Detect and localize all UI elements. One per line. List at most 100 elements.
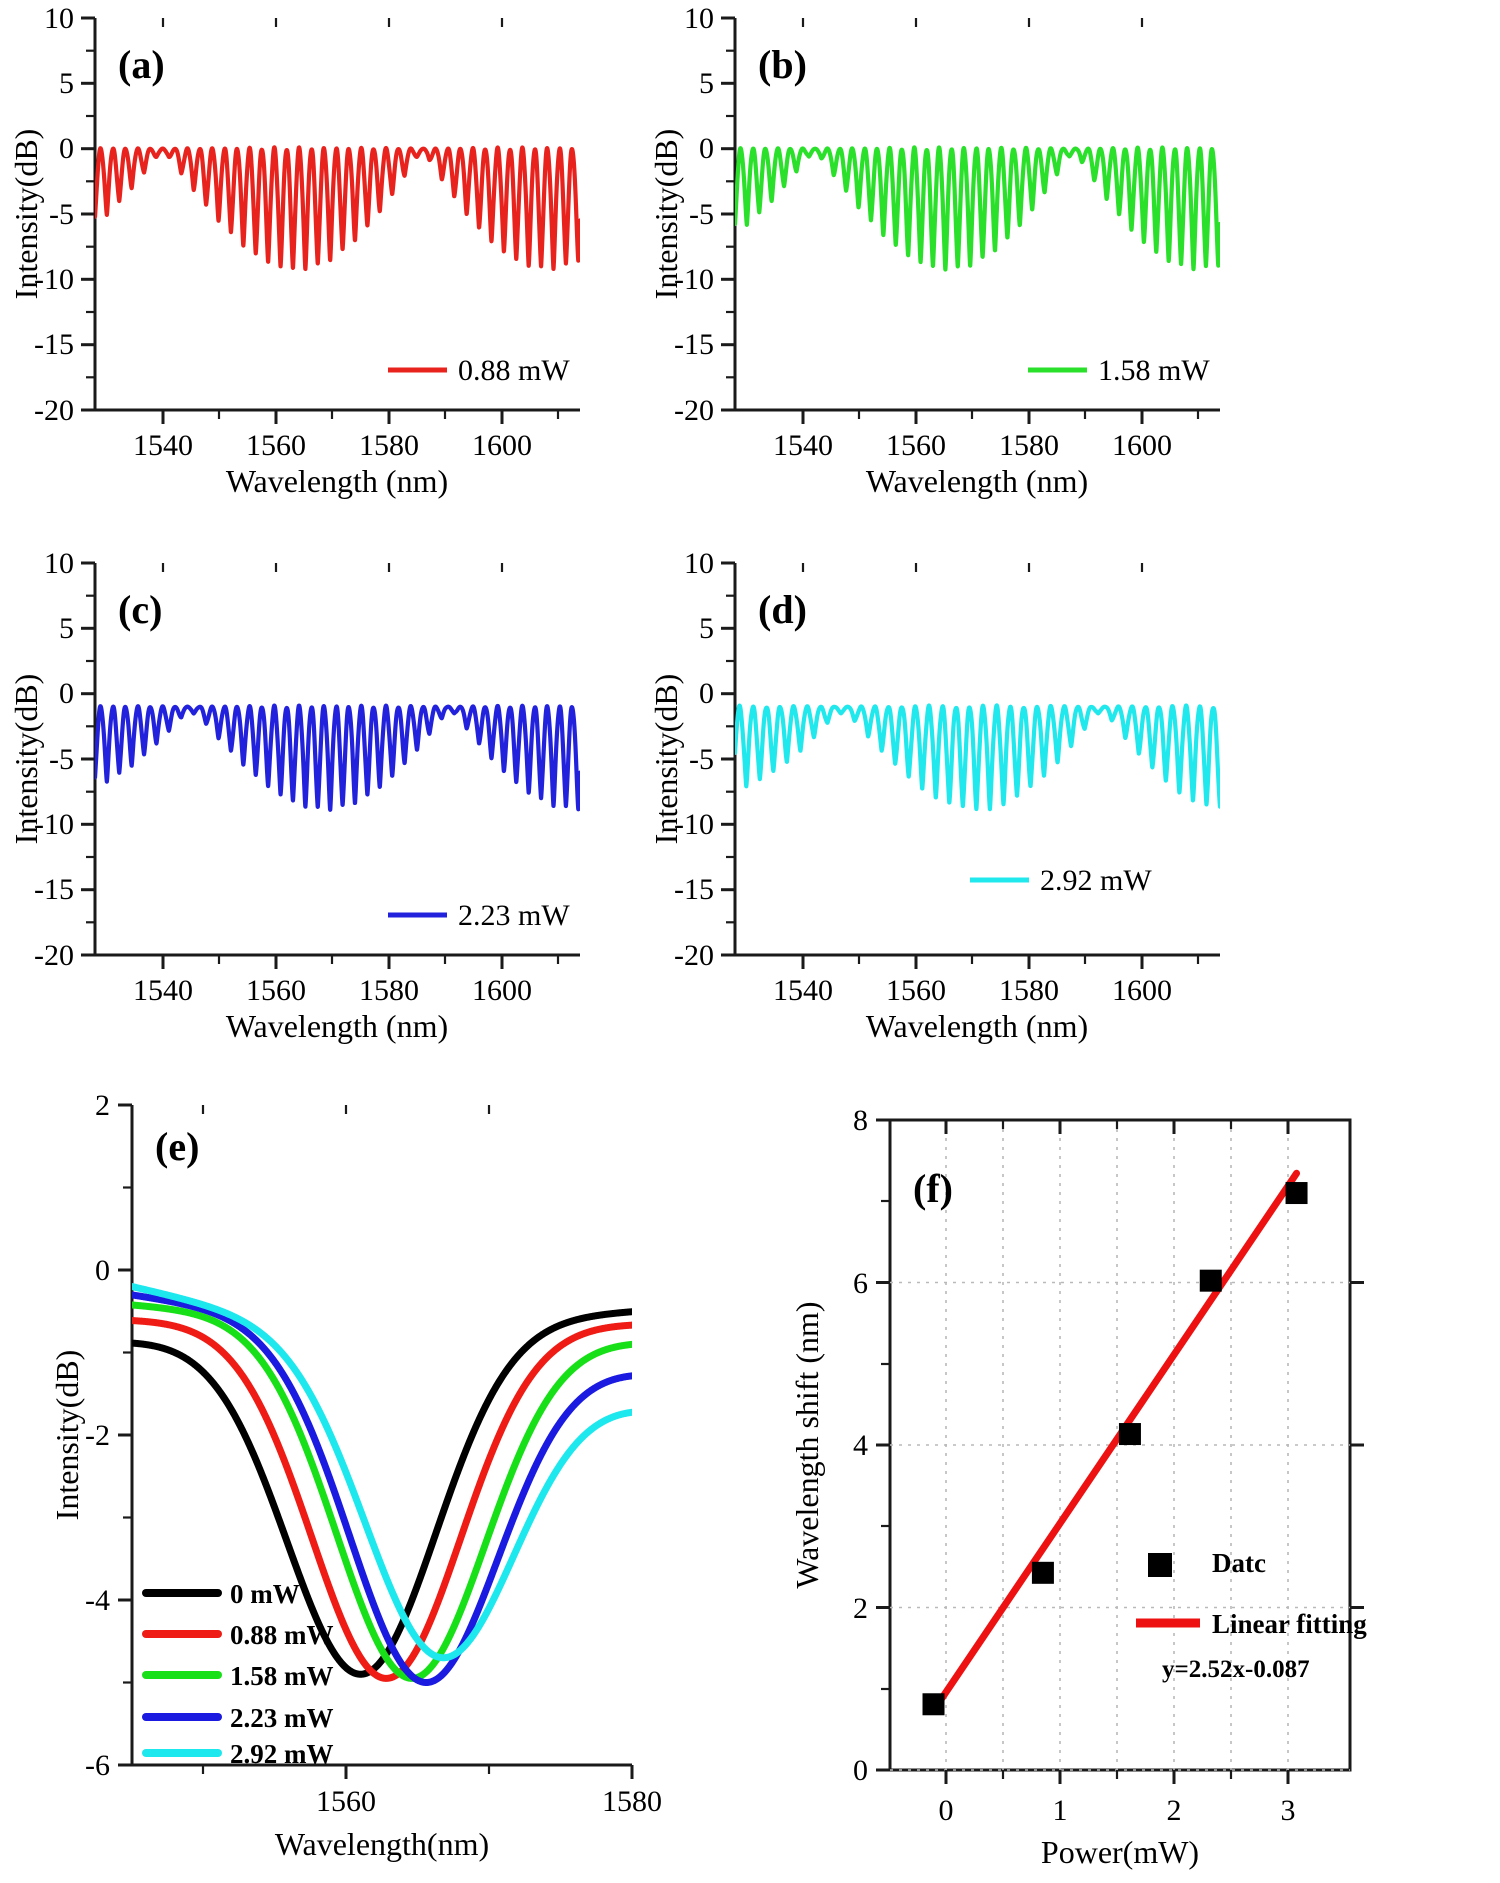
- legend-marker-square: [1148, 1553, 1172, 1577]
- x-tick-label: 1580: [359, 429, 419, 462]
- y-tick-label: -20: [34, 394, 74, 427]
- y-tick-label: -15: [674, 328, 714, 361]
- data-point: [1199, 1269, 1222, 1292]
- panel-e: 2 0 -2 -4 -6 1560 1580 Wavelength(nm) In…: [49, 1080, 680, 1880]
- panel-label: (a): [118, 42, 165, 87]
- y-ticks-f: [876, 1118, 1364, 1772]
- legend-label: 2.92 mW: [1040, 864, 1152, 897]
- data-markers: [922, 1182, 1308, 1716]
- y-tick-label: -15: [34, 328, 74, 361]
- y-tick-label: -5: [49, 198, 74, 231]
- x-tick-label: 1600: [472, 974, 532, 1007]
- panel-label: (c): [118, 587, 162, 632]
- y-axis-title: Intensity(dB): [648, 129, 684, 300]
- panel-label: (f): [913, 1166, 953, 1211]
- legend-e: 0 mW 0.88 mW 1.58 mW 2.23 mW 2.92 mW: [142, 1579, 334, 1769]
- panel-d-plot-area: 10 5 0 -5 -10 -15 -20 1540 1560 1580 160…: [648, 547, 1220, 1044]
- y-tick-label: 0: [699, 677, 714, 710]
- y-tick-label: -6: [85, 1749, 110, 1782]
- x-tick-label: 1560: [886, 429, 946, 462]
- y-axis-title: Intensity(dB): [49, 1350, 85, 1521]
- y-tick-label: 2: [853, 1592, 868, 1625]
- y-tick-label: -5: [689, 743, 714, 776]
- y-tick-label: -20: [674, 939, 714, 972]
- y-tick-label: -5: [49, 743, 74, 776]
- data-point: [1285, 1182, 1308, 1205]
- panel-a: 10 5 0 -5 -10 -15 -20 1540 1560 1580 160…: [0, 0, 640, 500]
- x-axis-title: Power(mW): [1041, 1834, 1199, 1870]
- legend-label: 2.23 mW: [458, 899, 570, 932]
- y-tick-label: -10: [674, 808, 714, 841]
- x-tick-label: 1560: [316, 1785, 376, 1818]
- x-tick-label: 1580: [602, 1785, 662, 1818]
- x-tick-label: 1540: [773, 974, 833, 1007]
- data-point: [922, 1693, 945, 1716]
- x-tick-label: 1560: [246, 429, 306, 462]
- legend-label-data: Datc: [1212, 1548, 1266, 1578]
- x-tick-label: 3: [1281, 1794, 1296, 1827]
- y-tick-label: -15: [674, 873, 714, 906]
- x-axis-title: Wavelength (nm): [866, 1008, 1088, 1044]
- x-ticks-e: [201, 1105, 634, 1779]
- x-tick-label: 1: [1053, 1794, 1068, 1827]
- y-tick-label: 4: [853, 1429, 868, 1462]
- panel-e-plot-area: 2 0 -2 -4 -6 1560 1580 Wavelength(nm) In…: [49, 1089, 662, 1862]
- y-tick-label: -20: [34, 939, 74, 972]
- panel-label: (e): [155, 1124, 199, 1169]
- y-tick-label: 10: [684, 547, 714, 580]
- y-ticks-b: [721, 16, 735, 412]
- x-axis-title: Wavelength(nm): [275, 1826, 489, 1862]
- panel-b-plot-area: 10 5 0 -5 -10 -15 -20 1540 1560 1580 160…: [648, 2, 1220, 499]
- panel-d: 10 5 0 -5 -10 -15 -20 1540 1560 1580 160…: [640, 545, 1280, 1045]
- axis-lines-c: [93, 563, 580, 957]
- x-ticks-b: [733, 18, 1200, 424]
- curve-223mW: [132, 1291, 632, 1686]
- data-point: [1031, 1561, 1054, 1584]
- y-ticks-e: [118, 1103, 132, 1767]
- y-axis-title: Intensity(dB): [8, 674, 44, 845]
- x-tick-label: 2: [1167, 1794, 1182, 1827]
- x-tick-label: 1540: [773, 429, 833, 462]
- curve-0mW: [132, 1308, 632, 1678]
- x-tick-label: 1540: [133, 429, 193, 462]
- y-tick-label: 0: [59, 677, 74, 710]
- y-tick-label: 10: [44, 2, 74, 35]
- y-tick-label: 0: [95, 1254, 110, 1287]
- x-tick-label: 0: [939, 1794, 954, 1827]
- panel-b: 10 5 0 -5 -10 -15 -20 1540 1560 1580 160…: [640, 0, 1280, 500]
- panel-label: (b): [758, 42, 807, 87]
- legend-label: 0.88 mW: [458, 354, 570, 387]
- y-tick-label: -5: [689, 198, 714, 231]
- x-tick-label: 1600: [1112, 429, 1172, 462]
- y-tick-label: -10: [674, 263, 714, 296]
- legend-label: 2.92 mW: [230, 1739, 334, 1769]
- linear-fit-line: [930, 1169, 1301, 1715]
- legend-f: Datc Linear fitting y=2.52x-0.087: [1136, 1548, 1367, 1683]
- x-axis-title: Wavelength (nm): [866, 463, 1088, 499]
- x-tick-label: 1600: [1112, 974, 1172, 1007]
- y-tick-label: 0: [853, 1754, 868, 1787]
- y-tick-label: -2: [85, 1419, 110, 1452]
- panel-label: (d): [758, 587, 807, 632]
- y-tick-label: 2: [95, 1089, 110, 1122]
- legend-label-fit: Linear fitting: [1212, 1609, 1367, 1639]
- x-axis-title: Wavelength (nm): [226, 463, 448, 499]
- curve-292mW: [132, 1283, 632, 1662]
- x-tick-label: 1580: [359, 974, 419, 1007]
- data-point: [1118, 1423, 1141, 1446]
- y-tick-label: 5: [699, 67, 714, 100]
- y-tick-label: 8: [853, 1104, 868, 1137]
- spectrum-trace-d: [735, 703, 1220, 812]
- y-tick-label: 10: [44, 547, 74, 580]
- y-tick-label: -10: [34, 263, 74, 296]
- x-axis-title: Wavelength (nm): [226, 1008, 448, 1044]
- curve-088mW: [132, 1317, 632, 1682]
- legend-label: 1.58 mW: [230, 1661, 334, 1691]
- y-tick-label: -15: [34, 873, 74, 906]
- y-tick-label: 10: [684, 2, 714, 35]
- legend-label: 0.88 mW: [230, 1620, 334, 1650]
- y-ticks-d: [721, 561, 735, 957]
- x-ticks-c: [93, 563, 560, 969]
- panel-c-plot-area: 10 5 0 -5 -10 -15 -20 1540 1560 1580 160…: [8, 547, 580, 1044]
- legend-label: 1.58 mW: [1098, 354, 1210, 387]
